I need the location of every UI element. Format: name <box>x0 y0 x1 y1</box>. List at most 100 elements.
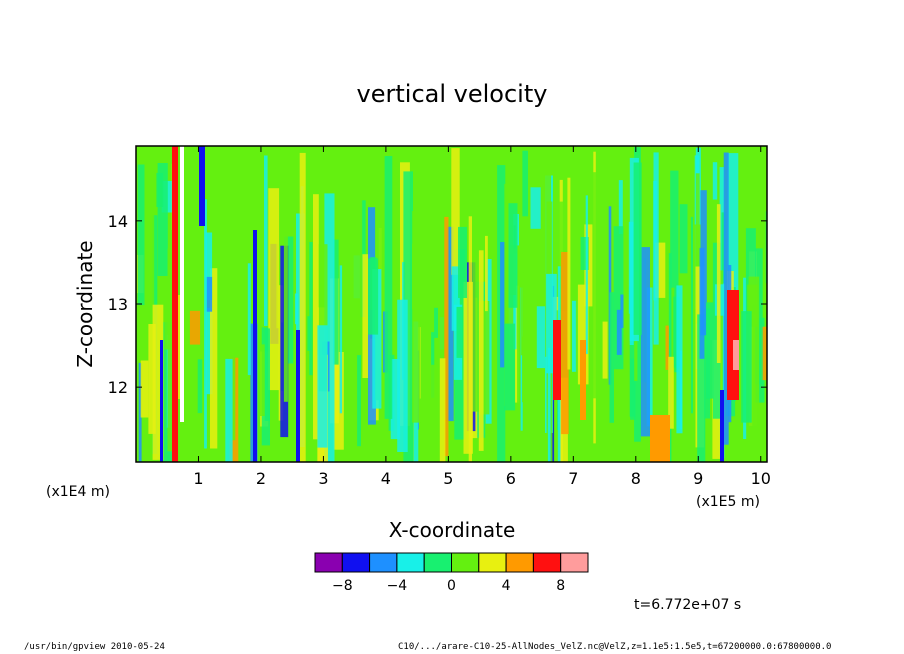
field-streak <box>156 172 164 207</box>
field-plume <box>199 146 205 226</box>
field-streak <box>522 150 528 217</box>
field-streak <box>352 185 363 373</box>
field-streak <box>362 254 371 378</box>
field-streak <box>439 358 446 462</box>
field-streak <box>372 269 382 409</box>
field-plume <box>553 320 561 400</box>
y-tick-label: 12 <box>108 378 128 397</box>
heatmap-field <box>137 146 767 462</box>
field-streak <box>313 194 319 440</box>
y-tick-label: 13 <box>108 295 128 314</box>
field-streak <box>205 232 213 301</box>
field-streak <box>504 323 516 411</box>
field-streak <box>468 216 472 462</box>
x-axis-label: X-coordinate <box>389 518 516 542</box>
field-streak <box>204 199 207 449</box>
field-streak <box>572 300 578 372</box>
field-streak <box>368 258 379 335</box>
field-streak <box>463 281 473 454</box>
field-streak <box>148 324 156 434</box>
field-streak <box>616 309 622 355</box>
field-streak <box>412 243 416 310</box>
field-streak <box>580 237 589 270</box>
footer-left: /usr/bin/gpview 2010-05-24 <box>24 642 165 652</box>
x-unit-label: (x1E5 m) <box>696 494 760 510</box>
field-streak <box>609 292 614 423</box>
field-streak <box>690 216 693 414</box>
field-streak <box>613 226 624 370</box>
x-tick-label: 5 <box>443 469 453 488</box>
field-plume <box>720 390 724 462</box>
field-streak <box>748 276 760 462</box>
field-streak <box>226 183 236 216</box>
field-streak <box>500 242 506 368</box>
field-streak <box>284 236 294 364</box>
colorbar-swatch <box>451 552 480 573</box>
field-streak <box>653 152 659 345</box>
field-streak <box>517 269 520 462</box>
field-streak <box>183 258 188 305</box>
field-streak <box>665 325 669 370</box>
x-tick-label: 2 <box>256 469 266 488</box>
field-streak <box>670 170 679 373</box>
field-streak <box>676 285 683 434</box>
field-streak <box>339 265 343 414</box>
colorbar-swatch <box>314 552 343 573</box>
field-streak <box>280 149 291 194</box>
field-streak <box>210 268 218 449</box>
y-axis-ticks: 12 13 14 <box>108 212 767 397</box>
field-streak <box>444 216 449 457</box>
chart-title: vertical velocity <box>357 80 548 108</box>
field-streak <box>197 359 203 414</box>
field-streak <box>547 347 551 462</box>
field-streak <box>434 307 438 338</box>
colorbar-swatch <box>478 552 507 573</box>
colorbar-label: 8 <box>556 578 565 594</box>
field-streak <box>534 260 536 339</box>
field-streak <box>706 302 714 399</box>
field-streak <box>458 226 467 298</box>
field-streak <box>679 350 683 430</box>
field-streak <box>530 187 541 229</box>
y-axis-label: Z-coordinate <box>73 240 97 367</box>
field-streak <box>620 294 624 328</box>
field-streak <box>747 284 758 327</box>
field-streak <box>723 152 729 445</box>
x-tick-label: 8 <box>631 469 641 488</box>
x-tick-label: 3 <box>318 469 328 488</box>
x-tick-label: 4 <box>381 469 391 488</box>
field-streak <box>520 272 524 356</box>
x-tick-label: 6 <box>506 469 516 488</box>
field-streak <box>309 242 313 376</box>
field-streak <box>167 248 175 452</box>
colorbar-swatch <box>341 552 371 573</box>
field-streak <box>630 358 636 420</box>
field-streak <box>585 195 588 354</box>
field-streak <box>712 242 721 419</box>
field-streak <box>205 276 213 312</box>
field-streak <box>357 355 361 447</box>
colorbar-swatch <box>505 552 534 573</box>
field-streak <box>679 204 688 274</box>
field-streak <box>485 235 488 312</box>
field-streak <box>247 263 251 376</box>
field-streak <box>152 304 164 460</box>
field-streak <box>143 173 155 394</box>
field-streak <box>447 226 454 422</box>
field-streak <box>403 171 413 462</box>
field-streak <box>259 344 265 416</box>
field-plume <box>650 415 670 462</box>
field-streak <box>745 228 756 314</box>
field-streak <box>561 252 569 435</box>
field-streak <box>699 247 705 359</box>
plot-area <box>135 145 768 463</box>
field-streak <box>384 156 393 419</box>
field-streak <box>655 242 666 298</box>
field-plume <box>580 340 586 420</box>
field-streak <box>668 356 674 429</box>
field-streak <box>577 284 589 385</box>
colorbar-swatch <box>532 552 562 573</box>
field-streak <box>478 250 484 451</box>
field-streak <box>628 286 636 417</box>
field-streak <box>225 358 233 462</box>
